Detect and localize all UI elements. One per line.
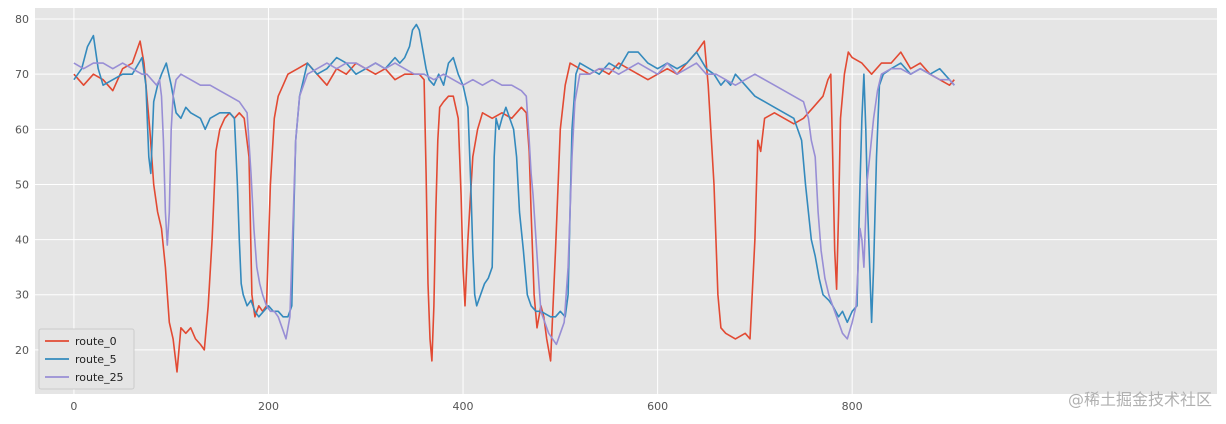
x-tick-label: 800 — [842, 400, 863, 413]
x-tick-label: 600 — [647, 400, 668, 413]
y-tick-label: 40 — [15, 234, 29, 247]
series-line-route-0 — [73, 40, 955, 373]
legend-label: route_0 — [75, 335, 117, 348]
y-axis-ticks: 20 30 40 50 60 70 80 — [15, 13, 29, 357]
y-tick-label: 30 — [15, 289, 29, 302]
series-lines — [73, 23, 955, 373]
x-tick-label: 200 — [258, 400, 279, 413]
series-line-route-5 — [73, 23, 955, 324]
watermark-text: @稀土掘金技术社区 — [1068, 390, 1212, 409]
legend-label: route_5 — [75, 353, 117, 366]
x-tick-label: 0 — [70, 400, 77, 413]
y-tick-label: 80 — [15, 13, 29, 26]
grid-lines — [35, 8, 1217, 394]
legend-box — [38, 328, 135, 390]
plot-background — [35, 8, 1217, 394]
legend: route_0 route_5 route_25 — [38, 328, 135, 390]
series-line-route-25 — [73, 62, 955, 346]
y-tick-label: 60 — [15, 123, 29, 136]
y-tick-label: 50 — [15, 178, 29, 191]
x-axis-ticks: 0 200 400 600 800 — [70, 400, 862, 413]
y-tick-label: 70 — [15, 68, 29, 81]
x-tick-label: 400 — [453, 400, 474, 413]
y-tick-label: 20 — [15, 344, 29, 357]
legend-label: route_25 — [75, 371, 124, 384]
